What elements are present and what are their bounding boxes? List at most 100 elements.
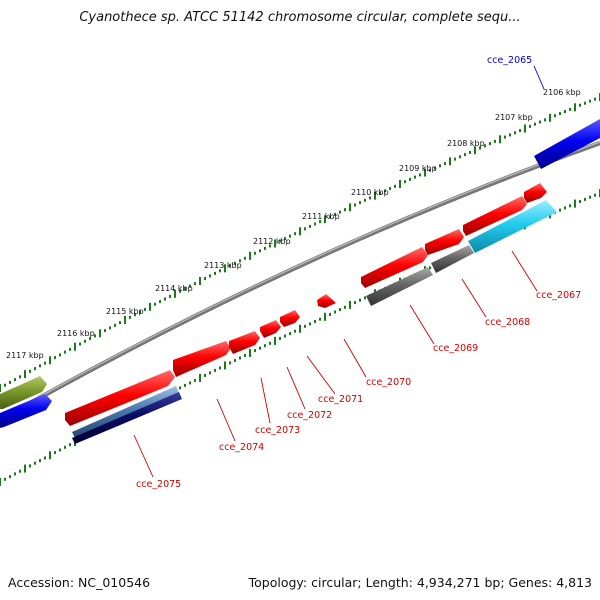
inner-ruler-minor-tick: [289, 332, 291, 336]
outer-ruler-major-tick: [149, 302, 151, 311]
tick-label-2113: 2113 kbp: [204, 261, 242, 270]
inner-ruler-minor-tick: [54, 451, 56, 455]
outer-ruler-minor-tick: [579, 103, 581, 107]
outer-ruler-minor-tick: [294, 232, 296, 236]
gene-olive-partial[interactable]: [0, 376, 47, 409]
tick-label-2107: 2107 kbp: [495, 113, 533, 122]
outer-ruler-minor-tick: [59, 353, 61, 357]
outer-ruler-minor-tick: [219, 269, 221, 273]
outer-ruler-major-tick: [324, 215, 326, 224]
outer-ruler-minor-tick: [429, 168, 431, 172]
inner-ruler-major-tick: [199, 373, 201, 382]
outer-ruler-minor-tick: [14, 378, 16, 382]
gene-red-5[interactable]: [280, 310, 300, 327]
outer-ruler-minor-tick: [139, 310, 141, 314]
outer-ruler-minor-tick: [419, 173, 421, 177]
outer-ruler-minor-tick: [489, 142, 491, 146]
leader-cce-2067: [511, 250, 538, 292]
gene-red-3[interactable]: [229, 331, 260, 354]
outer-ruler-major-tick: [49, 356, 51, 365]
tick-label-2108: 2108 kbp: [447, 139, 485, 148]
gene-red-1[interactable]: [65, 370, 175, 426]
gene-label-cce-2069[interactable]: cce_2069: [433, 343, 478, 354]
outer-ruler-minor-tick: [414, 175, 416, 179]
outer-ruler-major-tick: [299, 227, 301, 236]
tick-label-2109: 2109 kbp: [399, 164, 437, 173]
gene-labels: cce_2065 cce_2067 cce_2068 cce_2069 cce_…: [136, 55, 581, 490]
gene-red-6[interactable]: [317, 294, 336, 308]
leader-cce-2075: [133, 434, 154, 478]
gene-label-cce-2067[interactable]: cce_2067: [536, 290, 581, 301]
outer-ruler-major-tick: [349, 203, 351, 212]
outer-ruler-minor-tick: [519, 129, 521, 133]
outer-ruler-minor-tick: [594, 97, 596, 101]
gene-label-cce-2070[interactable]: cce_2070: [366, 377, 411, 388]
outer-ruler-minor-tick: [264, 246, 266, 250]
outer-ruler-minor-tick: [289, 234, 291, 238]
leader-cce-2065: [533, 65, 545, 90]
outer-ruler-minor-tick: [479, 146, 481, 150]
inner-ruler-minor-tick: [429, 266, 431, 270]
gene-label-cce-2073[interactable]: cce_2073: [255, 425, 300, 436]
gene-red-4[interactable]: [260, 320, 281, 338]
outer-ruler-minor-tick: [544, 118, 546, 122]
outer-ruler-major-tick: [24, 370, 26, 379]
outer-ruler-minor-tick: [389, 187, 391, 191]
inner-ruler-minor-tick: [304, 324, 306, 328]
gene-cyan[interactable]: [468, 200, 557, 253]
inner-ruler-minor-tick: [59, 448, 61, 452]
gene-label-cce-2071[interactable]: cce_2071: [318, 394, 363, 405]
gene-label-cce-2072[interactable]: cce_2072: [287, 410, 332, 421]
outer-ruler-major-tick: [499, 135, 501, 144]
gene-label-cce-2068[interactable]: cce_2068: [485, 317, 530, 328]
outer-ruler-minor-tick: [214, 271, 216, 275]
outer-ruler-minor-tick: [169, 294, 171, 298]
outer-ruler-minor-tick: [584, 101, 586, 105]
gene-label-cce-2065[interactable]: cce_2065: [487, 55, 532, 66]
outer-ruler-major-tick: [574, 103, 576, 112]
outer-ruler-minor-tick: [244, 256, 246, 260]
tick-label-2114: 2114 kbp: [155, 284, 193, 293]
inner-ruler-minor-tick: [334, 310, 336, 314]
genome-backbone-highlight: [0, 141, 600, 420]
inner-ruler-minor-tick: [234, 359, 236, 362]
gene-gray-2[interactable]: [431, 245, 474, 273]
outer-ruler-minor-tick: [329, 215, 331, 219]
outer-ruler-minor-tick: [109, 326, 111, 330]
inner-ruler-minor-tick: [319, 317, 321, 321]
outer-ruler-minor-tick: [94, 334, 96, 338]
outer-ruler-major-tick: [524, 124, 526, 133]
gene-steel[interactable]: [72, 386, 179, 438]
gene-label-cce-2075[interactable]: cce_2075: [136, 479, 181, 490]
inner-ruler-minor-tick: [359, 298, 361, 302]
outer-ruler-major-tick: [0, 384, 1, 392]
gene-gray-1[interactable]: [366, 267, 433, 306]
gene-cce-2065[interactable]: [534, 119, 600, 169]
gene-red-7[interactable]: [361, 247, 428, 288]
outer-ruler-minor-tick: [79, 342, 81, 346]
leader-cce-2074: [216, 398, 236, 442]
outer-ruler-minor-tick: [119, 321, 121, 325]
outer-ruler-minor-tick: [314, 222, 316, 226]
inner-ruler-minor-tick: [209, 371, 211, 375]
gene-red-2[interactable]: [173, 341, 231, 377]
tick-label-2111: 2111 kbp: [302, 212, 340, 221]
inner-ruler-minor-tick: [219, 366, 221, 370]
outer-ruler-minor-tick: [354, 203, 356, 207]
gene-navy[interactable]: [72, 392, 182, 444]
gene-red-8[interactable]: [425, 229, 464, 255]
outer-ruler-minor-tick: [44, 361, 46, 365]
outer-ruler-ticks: [0, 93, 600, 392]
gene-red-10[interactable]: [524, 183, 547, 203]
inner-ruler-minor-tick: [69, 443, 71, 447]
gene-label-cce-2074[interactable]: cce_2074: [219, 442, 264, 453]
inner-ruler-minor-tick: [284, 334, 286, 338]
outer-ruler-major-tick: [74, 342, 76, 351]
leader-cce-2072: [286, 366, 306, 410]
outer-ruler-minor-tick: [284, 237, 286, 241]
outer-ruler-minor-tick: [504, 135, 506, 139]
gene-red-9[interactable]: [463, 196, 527, 236]
outer-ruler-minor-tick: [104, 329, 106, 333]
gene-blue-left-partial[interactable]: [0, 394, 52, 428]
inner-ruler-minor-tick: [244, 354, 246, 357]
